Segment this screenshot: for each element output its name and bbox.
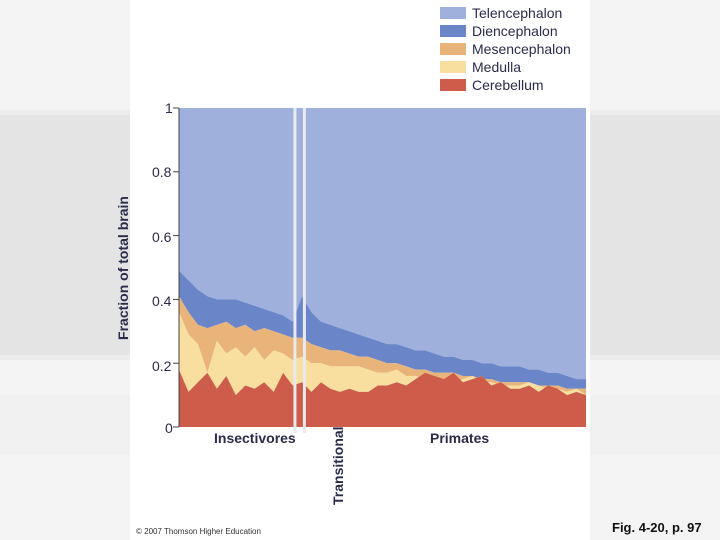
legend-label: Diencephalon <box>472 23 558 39</box>
y-tick-label: 0 <box>165 420 173 436</box>
y-tick-label: 0.2 <box>152 358 172 374</box>
group-label-primates: Primates <box>430 430 490 446</box>
group-label-transitional: Transitional <box>330 426 346 505</box>
copyright-credit: © 2007 Thomson Higher Education <box>136 527 261 536</box>
y-tick-label: 0.4 <box>152 293 172 309</box>
area-mesencephalon <box>179 296 586 396</box>
legend-label: Mesencephalon <box>472 41 571 57</box>
legend-item-mesencephalon: Mesencephalon <box>440 40 571 58</box>
area-cerebellum <box>179 369 586 427</box>
y-tick-label: 1 <box>165 100 173 116</box>
y-axis-label: Fraction of total brain <box>115 196 131 340</box>
y-tick-label: 0.8 <box>152 164 172 180</box>
legend-item-telencephalon: Telencephalon <box>440 4 571 22</box>
legend-swatch <box>440 61 466 73</box>
legend-item-medulla: Medulla <box>440 58 571 76</box>
legend-label: Medulla <box>472 59 522 75</box>
legend-swatch <box>440 79 466 91</box>
legend-swatch <box>440 43 466 55</box>
area-telencephalon <box>179 108 586 380</box>
group-divider <box>293 108 297 433</box>
legend-item-cerebellum: Cerebellum <box>440 76 571 94</box>
legend: Telencephalon Diencephalon Mesencephalon… <box>440 4 571 94</box>
y-tick-label: 0.6 <box>152 229 172 245</box>
legend-label: Telencephalon <box>472 5 563 21</box>
legend-swatch <box>440 7 466 19</box>
legend-label: Cerebellum <box>472 77 544 93</box>
area-medulla <box>179 312 586 396</box>
legend-item-diencephalon: Diencephalon <box>440 22 571 40</box>
legend-swatch <box>440 25 466 37</box>
group-divider <box>302 108 306 433</box>
figure-label: Fig. 4-20, p. 97 <box>612 520 702 535</box>
area-diencephalon <box>179 270 586 389</box>
group-label-insectivores: Insectivores <box>214 430 296 446</box>
